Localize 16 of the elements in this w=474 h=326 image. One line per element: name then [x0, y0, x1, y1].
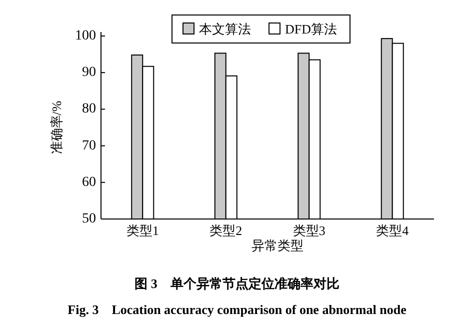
y-tick-label: 80: [82, 102, 96, 117]
y-tick-label: 70: [82, 138, 96, 154]
x-tick-label: 类型4: [376, 223, 410, 238]
y-tick-label: 60: [82, 174, 96, 190]
x-tick-label: 类型2: [210, 223, 242, 238]
legend-label: DFD算法: [285, 22, 338, 36]
y-tick-label: 50: [82, 212, 96, 226]
y-axis-title: 准确率/%: [49, 100, 64, 154]
text: 图 3 单个异常节点定位准确率对比: [134, 276, 340, 291]
x-tick-label: 类型3: [292, 223, 326, 238]
text: Fig. 3 Location accuracy comparison of one abnormal node: [68, 302, 407, 317]
y-tick-label: 100: [75, 28, 96, 44]
legend-label: 本文算法: [199, 22, 251, 36]
x-tick-label: 类型1: [126, 223, 159, 238]
y-tick-label: 90: [82, 65, 96, 80]
x-axis-title: 异常类型: [252, 238, 304, 253]
